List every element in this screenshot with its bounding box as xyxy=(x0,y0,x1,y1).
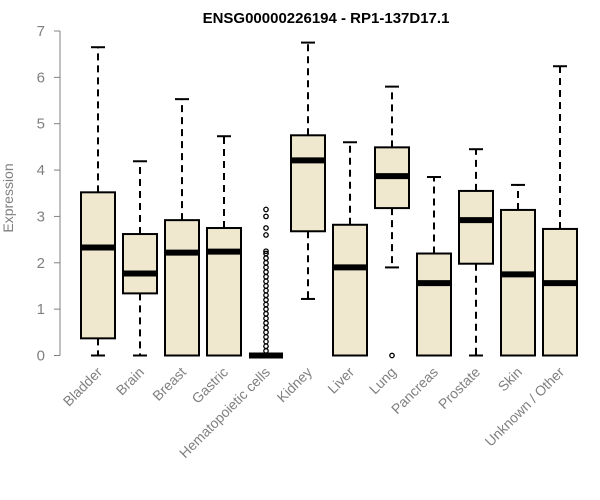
box-skin xyxy=(500,183,536,357)
box-iqr xyxy=(332,223,368,357)
box-breast xyxy=(164,98,200,357)
y-tick-label: 2 xyxy=(37,255,45,272)
outlier-point xyxy=(263,269,269,275)
x-tick-label: Bladder xyxy=(60,364,106,410)
x-tick-label: Skin xyxy=(495,364,526,395)
outlier-point xyxy=(263,338,269,345)
box-pancreas xyxy=(416,176,452,357)
box-kidney xyxy=(290,41,326,300)
outlier-point xyxy=(263,329,269,336)
y-tick-label: 4 xyxy=(37,162,45,179)
box-lung xyxy=(374,85,410,359)
y-tick-label: 7 xyxy=(37,23,45,40)
outlier-point xyxy=(263,315,269,322)
outlier-point xyxy=(263,310,269,317)
box-iqr xyxy=(164,219,200,357)
box-iqr xyxy=(122,233,158,295)
outlier-point xyxy=(263,206,269,213)
box-brain xyxy=(122,160,158,357)
box-iqr xyxy=(542,227,578,357)
outlier-point xyxy=(263,278,269,285)
x-tick-label: Breast xyxy=(149,364,189,404)
x-tick-label: Liver xyxy=(324,364,357,397)
outlier-point xyxy=(263,306,269,312)
y-tick-label: 5 xyxy=(37,116,45,133)
y-axis-label: Expression xyxy=(0,163,16,232)
x-tick-label: Pancreas xyxy=(388,364,441,417)
outlier-point xyxy=(263,301,269,308)
outlier-point xyxy=(263,255,269,261)
box-iqr xyxy=(500,208,536,357)
box-iqr xyxy=(458,189,494,265)
box-iqr xyxy=(416,252,452,357)
outlier-point xyxy=(263,250,269,257)
outlier-point xyxy=(263,334,269,340)
outlier-point xyxy=(263,225,269,231)
outlier-point xyxy=(263,292,269,299)
chart-title: ENSG00000226194 - RP1-137D17.1 xyxy=(203,10,450,27)
outlier-point xyxy=(263,343,269,350)
outlier-point xyxy=(263,297,269,303)
box-bladder xyxy=(80,46,116,357)
x-tick-label: Lung xyxy=(366,364,399,397)
outlier-point xyxy=(263,264,269,271)
box-iqr xyxy=(80,191,116,340)
y-tick-label: 6 xyxy=(37,69,45,86)
box-iqr xyxy=(206,227,242,357)
x-tick-label: Brain xyxy=(113,364,147,398)
outlier-point xyxy=(263,287,269,294)
boxes xyxy=(80,41,578,359)
x-tick-label: Kidney xyxy=(274,364,316,406)
box-iqr xyxy=(290,134,326,233)
outlier-point xyxy=(389,352,395,359)
box-liver xyxy=(332,141,368,357)
outlier-point xyxy=(263,248,269,255)
x-tick-label: Unknown / Other xyxy=(482,364,568,450)
outlier-point xyxy=(263,232,269,238)
y-tick-label: 1 xyxy=(37,301,45,318)
outlier-point xyxy=(263,320,269,326)
outlier-point xyxy=(263,213,269,220)
y-tick-label: 0 xyxy=(37,348,45,365)
y-axis: 0 1 2 3 4 5 6 7 xyxy=(37,23,61,365)
box-prostate xyxy=(458,148,494,357)
outlier-point xyxy=(263,283,269,289)
y-tick-label: 3 xyxy=(37,208,45,225)
box-gastric xyxy=(206,135,242,357)
outlier-point xyxy=(263,348,269,354)
outlier-point xyxy=(263,273,269,280)
outlier-point xyxy=(263,324,269,331)
x-tick-label: Prostate xyxy=(435,364,483,412)
outlier-point xyxy=(263,259,269,266)
box-hematopoietic-cells xyxy=(249,206,283,359)
box-unknown-other xyxy=(542,65,578,357)
